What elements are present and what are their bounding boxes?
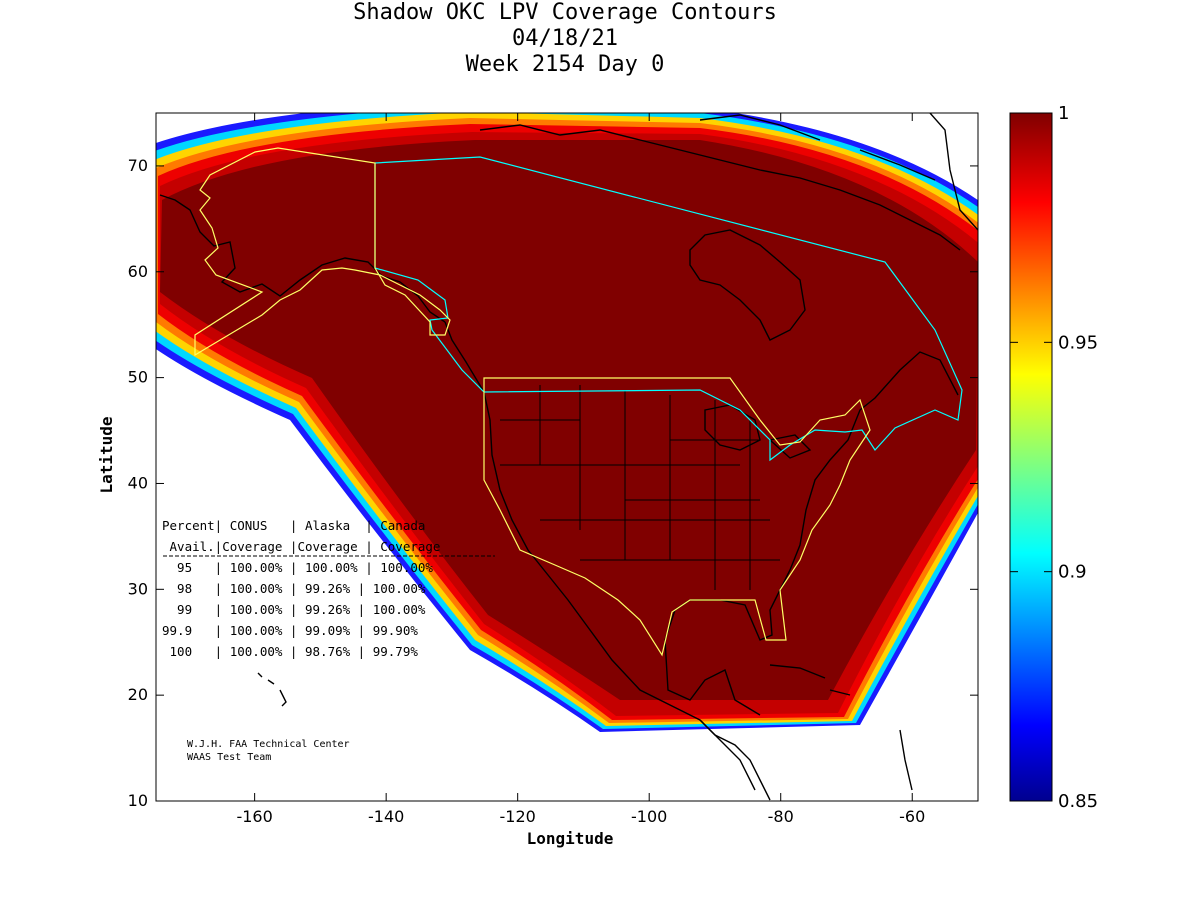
x-tick-label: -140 — [368, 807, 404, 826]
canada-coverage-boundary — [374, 156, 963, 462]
coastline-hawaii — [257, 672, 287, 707]
y-tick-label: 10 — [128, 791, 148, 810]
tick-marks — [156, 113, 978, 802]
table-row: 100 | 100.00% | 98.76% | 99.79% — [162, 644, 418, 659]
table-row: 98 | 100.00% | 99.26% | 100.00% — [162, 581, 426, 596]
table-row: 95 | 100.00% | 100.00% | 100.00% — [162, 560, 433, 575]
chart-title-line-3: Week 2154 Day 0 — [465, 52, 665, 77]
x-tick-label: -60 — [899, 807, 925, 826]
y-tick-label: 50 — [128, 368, 148, 387]
credit-line-2: WAAS Test Team — [187, 752, 271, 763]
y-tick-label: 60 — [128, 262, 148, 281]
colorbar-tick-label: 1 — [1058, 103, 1069, 124]
plot-frame — [155, 112, 979, 802]
colorbar-tick-label: 0.9 — [1058, 562, 1087, 583]
colorbar-tick-label: 0.85 — [1058, 791, 1098, 812]
chart-title-line-2: 04/18/21 — [512, 26, 618, 51]
x-tick-label: -80 — [768, 807, 794, 826]
coastline-caribbean — [769, 664, 913, 791]
table-row: 99.9 | 100.00% | 99.09% | 99.90% — [162, 623, 418, 638]
coastlines — [159, 113, 978, 801]
coverage-statistics-table: Percent| CONUS | Alaska | Canada Avail.|… — [162, 518, 495, 659]
coastline-atlantic — [664, 351, 959, 716]
colorbar: 1 0.95 0.9 0.85 — [1009, 103, 1098, 812]
coastline-hudson-bay — [689, 229, 806, 341]
coastline-alaska — [159, 194, 446, 323]
state-boundaries — [500, 385, 780, 590]
y-axis-label: Latitude — [97, 416, 116, 493]
colorbar-gradient — [1009, 112, 1053, 802]
chart-title-line-1: Shadow OKC LPV Coverage Contours — [353, 0, 777, 25]
y-tick-label: 40 — [128, 473, 148, 492]
x-axis-label: Longitude — [527, 829, 614, 848]
y-tick-label: 20 — [128, 685, 148, 704]
table-row: 99 | 100.00% | 99.26% | 100.00% — [162, 602, 426, 617]
x-tick-label: -120 — [500, 807, 536, 826]
coastline-greenland — [929, 113, 978, 231]
conus-coverage-boundary — [483, 377, 871, 657]
table-header-row-1: Percent| CONUS | Alaska | Canada — [162, 518, 425, 533]
coastline-central-america — [699, 719, 771, 801]
table-header-row-2: Avail.|Coverage |Coverage | Coverage — [162, 539, 440, 554]
alaska-coverage-boundary — [194, 147, 451, 357]
colorbar-tick-label: 0.95 — [1058, 332, 1098, 353]
x-tick-label: -100 — [631, 807, 667, 826]
colorbar-ticks: 1 0.95 0.9 0.85 — [1010, 103, 1098, 812]
x-tick-label: -160 — [236, 807, 272, 826]
tick-labels: -160 -140 -120 -100 -80 -60 10 20 30 40 50 60 70 — [128, 156, 926, 826]
credit-line-1: W.J.H. FAA Technical Center — [187, 739, 350, 750]
y-tick-label: 30 — [128, 579, 148, 598]
coastline-arctic-islands — [479, 114, 961, 251]
y-tick-label: 70 — [128, 156, 148, 175]
